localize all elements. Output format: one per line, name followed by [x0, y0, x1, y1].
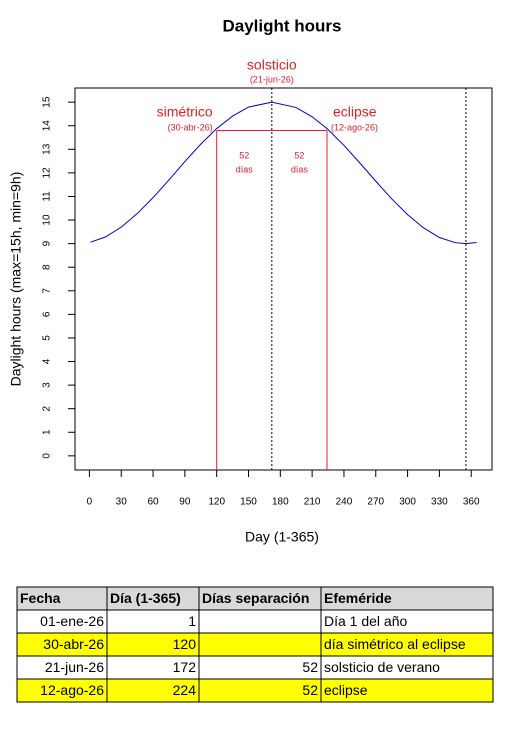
x-tick-label: 210: [304, 497, 321, 508]
table-cell-text: día simétrico al eclipse: [324, 636, 466, 652]
table-header-cell: Día (1-365): [110, 590, 181, 606]
y-tick-label: 4: [42, 358, 53, 364]
y-tick-label: 15: [42, 96, 53, 108]
table-header-cell: Fecha: [20, 590, 61, 606]
x-tick-label: 0: [87, 497, 93, 508]
gap-days: 52: [239, 150, 249, 160]
table-cell-text: 120: [173, 636, 197, 652]
y-tick-label: 0: [42, 453, 53, 459]
table-cell-text: 52: [302, 659, 318, 675]
x-tick-label: 150: [240, 497, 257, 508]
table-cell-text: 224: [173, 682, 197, 698]
table-cell-text: eclipse: [324, 682, 368, 698]
gap-days: 52: [294, 150, 304, 160]
gap-unit: días: [291, 164, 309, 174]
table-cell-text: 12-ago-26: [40, 682, 104, 698]
table-cell-text: Día 1 del año: [324, 613, 407, 629]
table-cell-text: 30-abr-26: [43, 636, 104, 652]
table-cell-text: 172: [173, 659, 197, 675]
x-tick-label: 240: [336, 497, 353, 508]
y-axis-label: Daylight hours (max=15h, min=9h): [8, 172, 24, 387]
y-tick-label: 1: [42, 429, 53, 435]
table-cell-text: 01-ene-26: [40, 613, 104, 629]
annotation-date: (12-ago-26): [331, 122, 378, 132]
chart-title: Daylight hours: [222, 16, 341, 35]
y-tick-label: 2: [42, 405, 53, 411]
x-tick-label: 120: [208, 497, 225, 508]
y-tick-label: 5: [42, 335, 53, 341]
annotation: solsticio: [247, 57, 297, 73]
table-row-bg: [17, 679, 493, 702]
annotation: eclipse: [333, 104, 377, 120]
table-cell-text: solsticio de verano: [324, 659, 440, 675]
annotation-date: (21-jun-26): [250, 74, 294, 84]
gap-unit: días: [236, 164, 254, 174]
x-axis-label: Day (1-365): [245, 529, 319, 545]
table-cell: [320, 678, 494, 703]
y-tick-label: 12: [42, 167, 53, 179]
table-row-bg: [17, 610, 493, 633]
table-row-bg: [17, 633, 493, 656]
annotation: simétrico: [157, 104, 213, 120]
x-tick-label: 60: [147, 497, 159, 508]
table-cell-text: 52: [302, 682, 318, 698]
x-tick-label: 180: [272, 497, 289, 508]
y-tick-label: 11: [42, 191, 53, 202]
y-tick-label: 8: [42, 264, 53, 270]
table-header-cell: Efeméride: [324, 590, 392, 606]
y-tick-label: 10: [42, 214, 53, 226]
y-tick-label: 3: [42, 382, 53, 388]
plot-frame: [74, 87, 493, 471]
x-tick-label: 90: [179, 497, 191, 508]
y-tick-label: 7: [42, 288, 53, 294]
y-tick-label: 14: [42, 120, 53, 132]
daylight-line: [90, 101, 477, 245]
x-tick-label: 300: [399, 497, 416, 508]
table-cell-text: 21-jun-26: [45, 659, 104, 675]
y-tick-label: 9: [42, 240, 53, 246]
y-tick-label: 13: [42, 143, 53, 155]
table-header-cell: Días separación: [202, 590, 309, 606]
table-row-bg: [17, 587, 493, 610]
x-tick-label: 30: [116, 497, 128, 508]
table-row-bg: [17, 656, 493, 679]
table-cell-text: 1: [188, 613, 196, 629]
x-tick-label: 330: [431, 497, 448, 508]
x-tick-label: 270: [367, 497, 384, 508]
annotation-date: (30-abr-26): [168, 122, 213, 132]
x-tick-label: 360: [463, 497, 480, 508]
y-tick-label: 6: [42, 311, 53, 317]
